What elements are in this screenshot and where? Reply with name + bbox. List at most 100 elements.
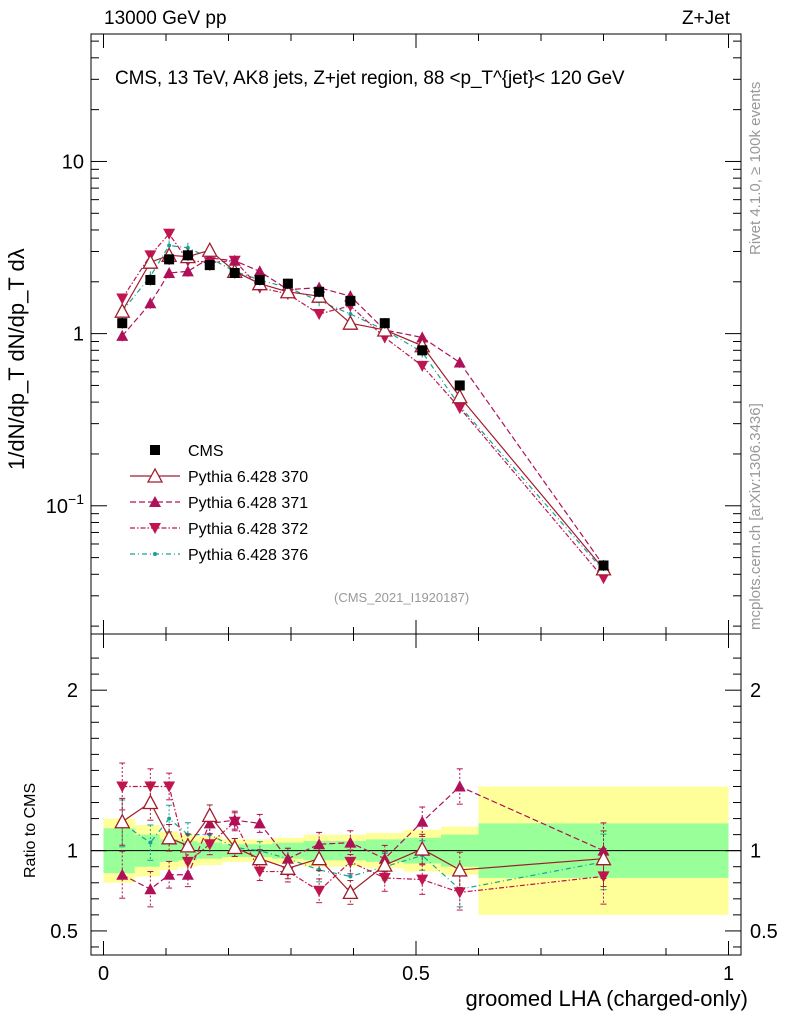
data-main-point <box>345 295 356 306</box>
p371-ratio-point <box>344 836 357 848</box>
p370-ratio-point <box>342 884 359 900</box>
p370-ratio-point <box>251 850 268 866</box>
p376-main-point <box>167 243 172 248</box>
p372-ratio-point <box>313 885 326 897</box>
data-main-point <box>417 345 428 356</box>
header-process: Z+Jet <box>681 8 730 29</box>
p376-ratio-point <box>348 874 353 879</box>
p372-ratio-line <box>122 785 604 894</box>
p376-main-point <box>348 312 353 317</box>
p370-ratio-point <box>161 829 178 845</box>
data-main-point <box>145 274 156 285</box>
analysis-watermark: (CMS_2021_I1920187) <box>334 590 470 605</box>
main-series <box>114 228 612 585</box>
p371-main-point <box>228 254 241 266</box>
p372-ratio-point <box>144 781 157 793</box>
p370-main-point <box>279 283 296 299</box>
p371-main-point <box>416 331 429 343</box>
data-main-point <box>254 274 265 285</box>
p372-main-point <box>453 402 466 414</box>
x-tick-label: 0 <box>98 963 109 985</box>
main-frame-box <box>90 33 742 635</box>
p370-ratio-point <box>201 806 218 823</box>
p376-main-point <box>185 245 190 250</box>
ratio-tick-label-right: 0.5 <box>750 921 778 943</box>
y-axis-label: 1/dN/dp_T dN/dp_T dλ <box>4 248 29 470</box>
axis-ticks: 0 0.5 1 10−1 1 10 0.5 0.5 1 1 2 2 <box>46 34 778 985</box>
p371-ratio-point <box>116 868 129 880</box>
p370-ratio-point <box>114 813 131 829</box>
p372-ratio-point <box>116 781 129 793</box>
p372-main-point <box>116 293 129 305</box>
legend-marker-data <box>150 445 160 455</box>
p371-ratio-point <box>144 883 157 895</box>
data-main-point <box>164 254 175 265</box>
p371-ratio-point <box>597 844 610 856</box>
p370-ratio-point <box>414 840 431 856</box>
p371-ratio-point <box>163 868 176 880</box>
p372-ratio-point <box>203 839 216 851</box>
legend-label-data: CMS <box>188 443 224 460</box>
p371-main-point <box>116 329 129 341</box>
p371-main-point <box>453 356 466 368</box>
data-main-point <box>598 560 609 571</box>
legend-label-p371: Pythia 6.428 371 <box>188 495 308 512</box>
rivet-version-label: Rivet 4.1.0, ≥ 100k events <box>747 81 764 255</box>
p372-ratio-point <box>253 866 266 878</box>
x-tick-label: 0.5 <box>402 963 430 985</box>
plot-title-text: CMS, 13 TeV, AK8 jets, Z+jet region, 88 … <box>115 68 625 89</box>
main-plot-frame <box>90 33 742 635</box>
p371-main-point <box>181 265 194 277</box>
p371-ratio-point <box>416 815 429 827</box>
p370-main-point <box>342 314 359 330</box>
x-tick-label: 1 <box>723 963 734 985</box>
p371-ratio-point <box>228 814 241 826</box>
p370-main-point <box>201 241 218 257</box>
data-main-point <box>454 380 465 391</box>
legend-marker-p376 <box>153 552 157 556</box>
p372-ratio-point <box>344 856 357 868</box>
p370-ratio-point <box>279 859 296 875</box>
legend-label-p372: Pythia 6.428 372 <box>188 521 308 538</box>
p371-ratio-point <box>453 780 466 792</box>
ratio-tick-label-right: 1 <box>750 841 761 863</box>
p371-ratio-point <box>253 817 266 829</box>
mcplots-label: mcplots.cern.ch [arXiv:1306.3436] <box>747 403 764 630</box>
y-tick-label: 10 <box>62 151 84 173</box>
p376-ratio-point <box>148 840 153 845</box>
p370-main-point <box>376 321 393 337</box>
data-main-point <box>117 318 128 329</box>
data-main-point <box>182 250 193 261</box>
p376-ratio-line <box>121 817 604 890</box>
p371-ratio-point <box>181 868 194 880</box>
p370-ratio-point <box>226 839 243 855</box>
p371-main-point <box>253 265 266 277</box>
ratio-tick-label-right: 2 <box>750 680 761 702</box>
p372-main-line <box>121 232 604 579</box>
ratio-tick-label-left: 2 <box>67 680 78 702</box>
p370-ratio-point <box>311 850 328 866</box>
p372-ratio-point <box>163 781 176 793</box>
p370-ratio-point <box>179 837 196 853</box>
legend-marker-p371 <box>149 496 161 507</box>
ratio-tick-label-left: 0.5 <box>50 921 78 943</box>
p372-ratio-point <box>453 887 466 899</box>
p370-main-point <box>142 253 159 269</box>
data-main-point <box>204 260 215 271</box>
p372-main-point <box>416 360 429 372</box>
data-main-point <box>314 286 325 297</box>
legend: CMS Pythia 6.428 370 Pythia 6.428 371 Pythi… <box>130 443 308 564</box>
legend-label-p370: Pythia 6.428 370 <box>188 469 308 486</box>
plot-title: CMS, 13 TeV, AK8 jets, Z+jet region, 88 … <box>115 68 625 90</box>
p372-main-point <box>313 309 326 321</box>
p370-ratio-point <box>451 861 468 877</box>
header-energy: 13000 GeV pp <box>104 8 227 29</box>
data-main-point <box>282 278 293 289</box>
p376-main-line <box>121 244 604 572</box>
p370-main-point <box>114 302 131 318</box>
p371-main-line <box>121 257 604 566</box>
data-main-point <box>379 318 390 329</box>
p372-main-point <box>597 573 610 585</box>
y-tick-label: 1 <box>73 324 84 346</box>
